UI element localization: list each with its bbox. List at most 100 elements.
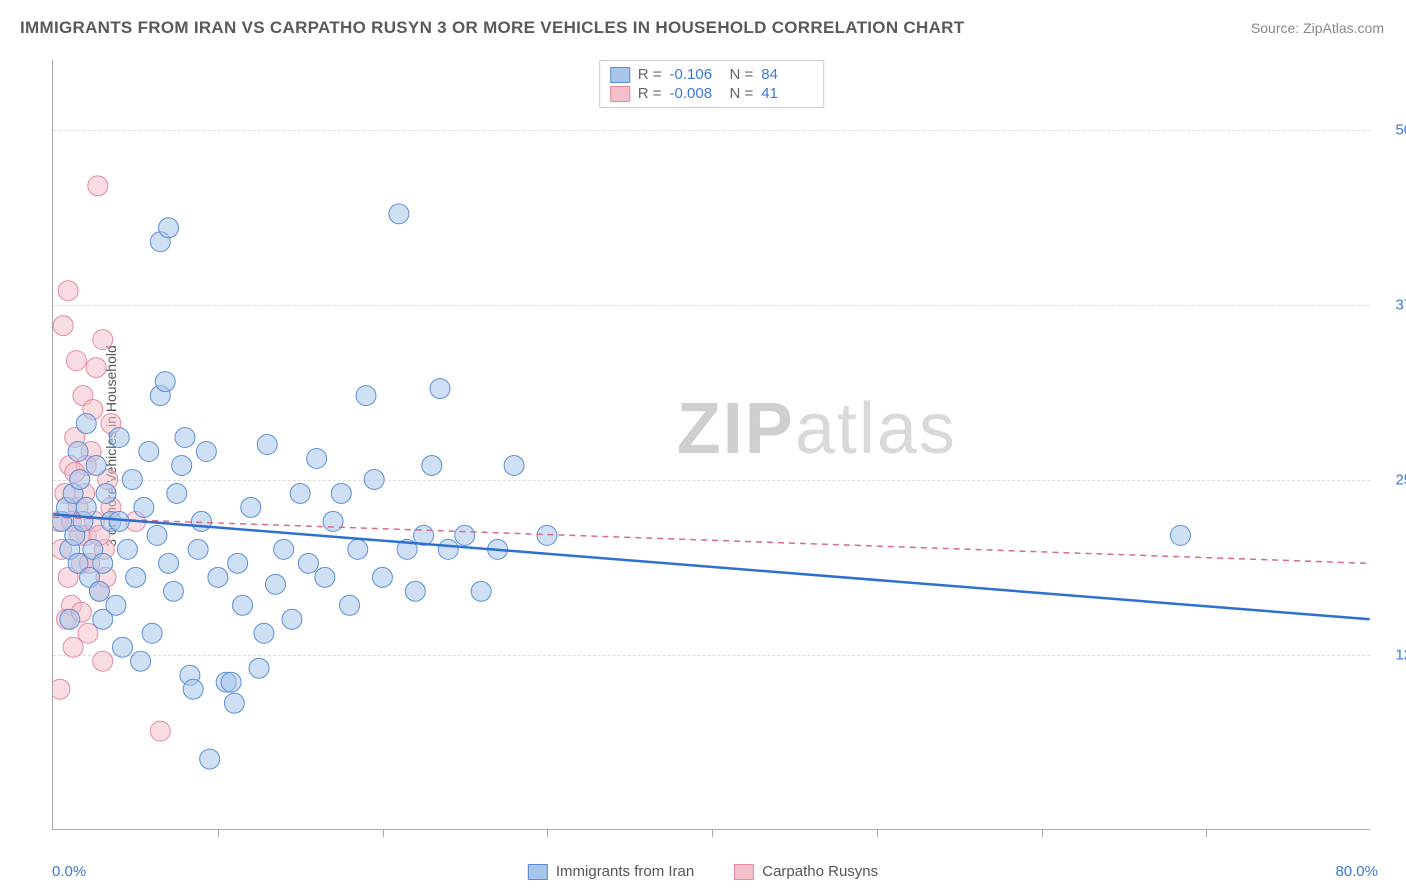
- data-point: [63, 637, 83, 657]
- y-tick-label: 50.0%: [1395, 122, 1406, 139]
- bottom-legend: Immigrants from Iran Carpatho Rusyns: [528, 863, 878, 880]
- stat-r-val-0: -0.106: [670, 66, 722, 83]
- stats-row-0: R = -0.106 N = 84: [610, 65, 814, 84]
- data-point: [126, 567, 146, 587]
- data-point: [356, 386, 376, 406]
- data-point: [53, 316, 73, 336]
- data-point: [221, 672, 241, 692]
- data-point: [315, 567, 335, 587]
- data-point: [93, 651, 113, 671]
- stat-n-label: N =: [730, 66, 754, 83]
- data-point: [78, 623, 98, 643]
- data-point: [106, 595, 126, 615]
- data-point: [348, 539, 368, 559]
- stats-legend: R = -0.106 N = 84 R = -0.008 N = 41: [599, 60, 825, 108]
- legend-item-1: Carpatho Rusyns: [734, 863, 878, 880]
- data-point: [1170, 525, 1190, 545]
- data-point: [134, 497, 154, 517]
- data-point: [159, 553, 179, 573]
- x-tick: [1042, 829, 1043, 837]
- legend-label-1: Carpatho Rusyns: [762, 863, 878, 880]
- x-axis-max-label: 80.0%: [1335, 863, 1378, 880]
- data-point: [112, 637, 132, 657]
- chart-title: IMMIGRANTS FROM IRAN VS CARPATHO RUSYN 3…: [20, 18, 964, 38]
- data-point: [175, 428, 195, 448]
- data-point: [290, 483, 310, 503]
- data-point: [200, 749, 220, 769]
- data-point: [172, 455, 192, 475]
- x-tick: [877, 829, 878, 837]
- data-point: [298, 553, 318, 573]
- data-point: [331, 483, 351, 503]
- data-point: [122, 469, 142, 489]
- x-tick: [218, 829, 219, 837]
- data-point: [86, 358, 106, 378]
- data-point: [438, 539, 458, 559]
- data-point: [364, 469, 384, 489]
- data-point: [282, 609, 302, 629]
- data-point: [155, 372, 175, 392]
- y-tick-label: 12.5%: [1395, 647, 1406, 664]
- legend-item-0: Immigrants from Iran: [528, 863, 694, 880]
- data-point: [76, 414, 96, 434]
- data-point: [58, 281, 78, 301]
- data-point: [504, 455, 524, 475]
- data-point: [167, 483, 187, 503]
- legend-swatch-0: [528, 864, 548, 880]
- x-axis-min-label: 0.0%: [52, 863, 86, 880]
- stat-r-val-1: -0.008: [670, 85, 722, 102]
- data-point: [241, 497, 261, 517]
- data-point: [405, 581, 425, 601]
- data-point: [147, 525, 167, 545]
- data-point: [66, 351, 86, 371]
- data-point: [257, 435, 277, 455]
- x-tick: [547, 829, 548, 837]
- data-point: [150, 721, 170, 741]
- data-point: [372, 567, 392, 587]
- data-point: [96, 483, 116, 503]
- x-tick: [712, 829, 713, 837]
- legend-label-0: Immigrants from Iran: [556, 863, 694, 880]
- swatch-series-1: [610, 86, 630, 102]
- source-label: Source: ZipAtlas.com: [1251, 20, 1384, 36]
- data-point: [139, 442, 159, 462]
- data-point: [274, 539, 294, 559]
- swatch-series-0: [610, 67, 630, 83]
- data-point: [389, 204, 409, 224]
- data-point: [183, 679, 203, 699]
- x-tick: [1206, 829, 1207, 837]
- data-point: [307, 448, 327, 468]
- data-point: [53, 679, 70, 699]
- stat-n-label: N =: [730, 85, 754, 102]
- data-point: [86, 455, 106, 475]
- stat-n-val-0: 84: [761, 66, 813, 83]
- chart-svg: [53, 60, 1370, 829]
- data-point: [117, 539, 137, 559]
- data-point: [430, 379, 450, 399]
- data-point: [70, 469, 90, 489]
- data-point: [76, 497, 96, 517]
- data-point: [191, 511, 211, 531]
- data-point: [93, 330, 113, 350]
- data-point: [471, 581, 491, 601]
- data-point: [455, 525, 475, 545]
- data-point: [188, 539, 208, 559]
- stat-r-label: R =: [638, 66, 662, 83]
- stat-r-label: R =: [638, 85, 662, 102]
- data-point: [142, 623, 162, 643]
- legend-swatch-1: [734, 864, 754, 880]
- data-point: [254, 623, 274, 643]
- data-point: [265, 574, 285, 594]
- plot-area: ZIPatlas R = -0.106 N = 84 R = -0.008 N …: [52, 60, 1370, 830]
- data-point: [537, 525, 557, 545]
- data-point: [249, 658, 269, 678]
- data-point: [89, 581, 109, 601]
- data-point: [60, 609, 80, 629]
- data-point: [88, 176, 108, 196]
- data-point: [224, 693, 244, 713]
- y-tick-label: 37.5%: [1395, 297, 1406, 314]
- data-point: [208, 567, 228, 587]
- stat-n-val-1: 41: [761, 85, 813, 102]
- data-point: [340, 595, 360, 615]
- x-tick: [383, 829, 384, 837]
